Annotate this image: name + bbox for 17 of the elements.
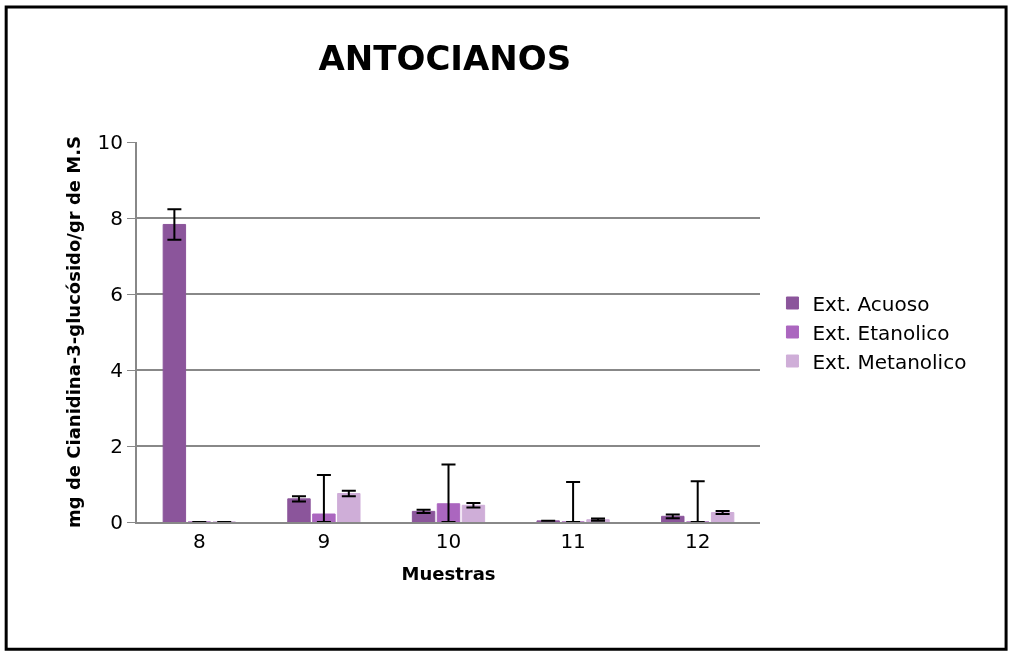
y-tick-label: 10 <box>97 130 123 154</box>
x-axis-title: Muestras <box>401 562 496 584</box>
legend-label: Ext. Acuoso <box>812 291 930 316</box>
legend-label: Ext. Etanolico <box>812 320 950 345</box>
y-tick-label: 8 <box>110 206 123 230</box>
x-tick-label: 11 <box>560 529 586 553</box>
x-tick-label: 9 <box>317 529 331 553</box>
y-tick-label: 4 <box>110 358 123 382</box>
y-tick-label: 2 <box>110 434 123 458</box>
y-tick-label: 0 <box>110 510 123 534</box>
x-tick-label: 10 <box>435 529 462 553</box>
legend-label: Ext. Metanolico <box>812 349 967 374</box>
x-tick-label: 8 <box>192 529 206 553</box>
y-tick-label: 6 <box>110 282 123 306</box>
y-axis-title: mg de Cianidina-3-glucósido/gr de M.S <box>63 136 85 528</box>
x-tick-label: 12 <box>684 529 711 553</box>
chart-title: ANTOCIANOS <box>318 37 572 78</box>
